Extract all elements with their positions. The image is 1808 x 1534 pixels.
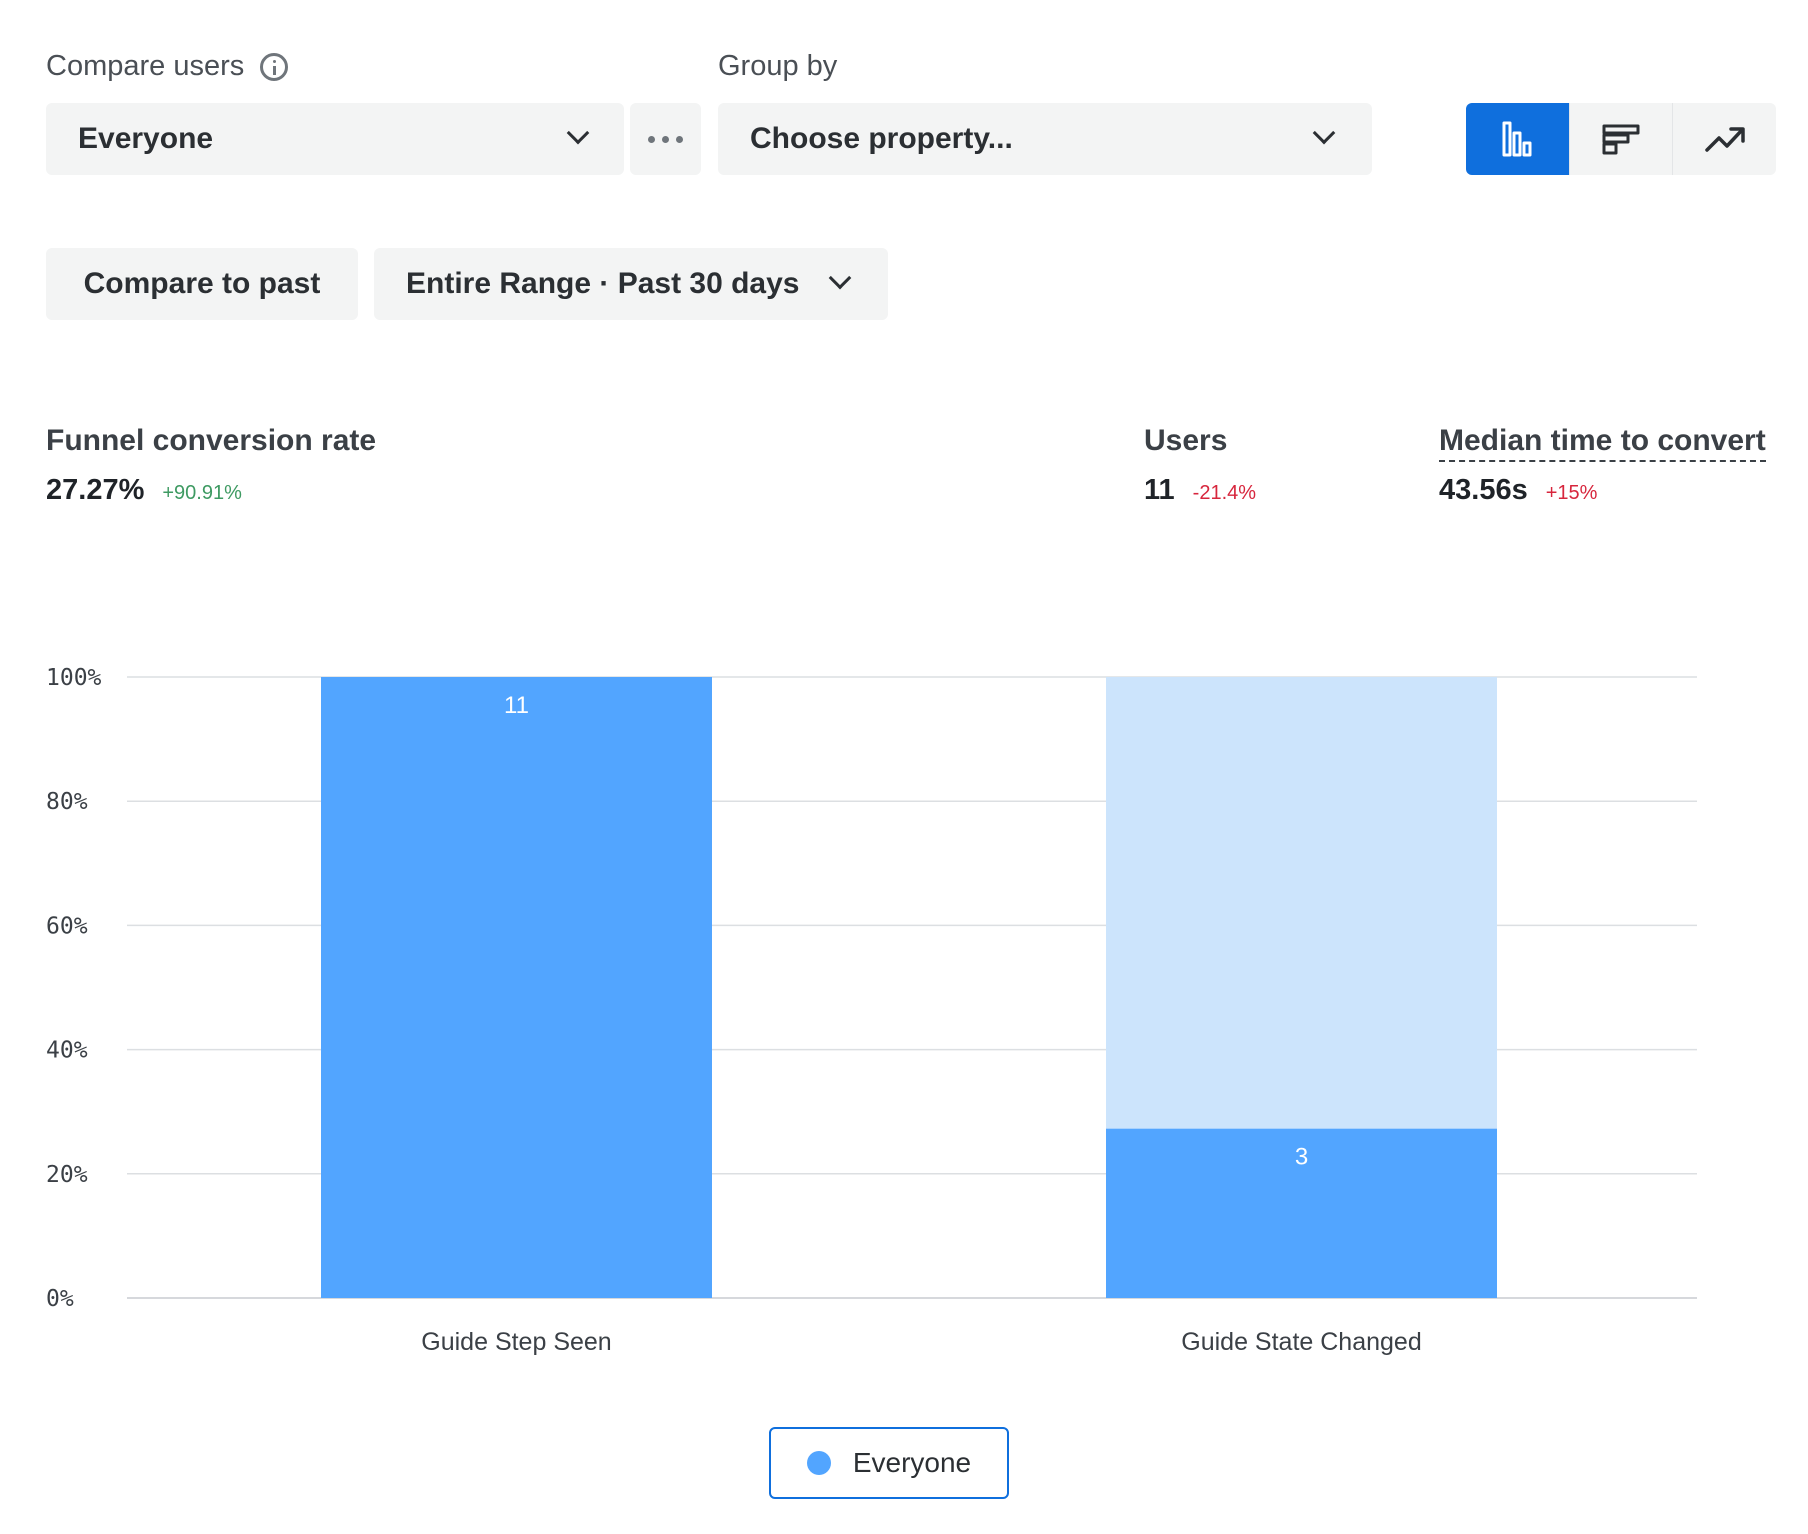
trend-icon [1704, 127, 1745, 152]
compare-users-label: Compare users [46, 50, 245, 82]
group-by-select[interactable]: Choose property... [718, 103, 1372, 175]
horizontal-bar-icon [1602, 124, 1640, 155]
chart-view-toggle [1466, 103, 1776, 175]
bar [321, 677, 712, 1298]
y-tick-label: 100% [46, 665, 102, 691]
group-by-value: Choose property... [750, 122, 1013, 155]
conversion-rate-value-row: 27.27% +90.91% [46, 474, 242, 507]
info-icon[interactable] [260, 52, 289, 81]
group-by-label-row: Group by [718, 50, 837, 83]
bar-value-label: 11 [504, 692, 529, 719]
x-tick-label: Guide Step Seen [421, 1328, 611, 1356]
compare-to-past-label: Compare to past [83, 267, 321, 300]
group-by-label: Group by [718, 50, 838, 82]
legend-label: Everyone [852, 1447, 972, 1478]
dot-icon [648, 135, 655, 143]
compare-users-select[interactable]: Everyone [46, 103, 624, 175]
y-tick-label: 60% [46, 913, 88, 939]
legend-everyone[interactable]: Everyone [769, 1427, 1009, 1499]
dot-icon [676, 135, 683, 143]
horizontal-bar-view-button[interactable] [1568, 103, 1673, 175]
y-tick-label: 0% [46, 1286, 74, 1312]
median-time-value: 43.56s [1439, 474, 1528, 506]
median-time-title[interactable]: Median time to convert [1439, 424, 1766, 462]
users-value-row: 11 -21.4% [1144, 474, 1256, 507]
date-range-select[interactable]: Entire Range · Past 30 days [374, 248, 888, 320]
date-range-value: Entire Range · Past 30 days [406, 267, 800, 300]
more-options-button[interactable] [630, 103, 701, 175]
users-delta: -21.4% [1192, 482, 1257, 504]
users-title: Users [1144, 424, 1228, 457]
median-time-value-row: 43.56s +15% [1439, 474, 1597, 507]
x-tick-label: Guide State Changed [1181, 1328, 1421, 1356]
compare-users-label-row: Compare users [46, 50, 289, 83]
users-value: 11 [1144, 474, 1175, 506]
y-tick-label: 40% [46, 1038, 88, 1064]
dot-icon [662, 135, 669, 143]
bar-value-label: 3 [1295, 1144, 1308, 1171]
bar [1106, 1128, 1497, 1298]
trend-view-button[interactable] [1672, 103, 1776, 175]
compare-to-past-button[interactable]: Compare to past [46, 248, 358, 320]
dropoff-bar [1106, 677, 1497, 1129]
y-tick-label: 80% [46, 789, 88, 815]
conversion-rate-delta: +90.91% [162, 482, 242, 504]
bar-chart-view-button[interactable] [1466, 103, 1569, 175]
funnel-bar-chart: 0% 20% 40% 60% 80% 100% 11 Guide Step Seen 3 Guid… [46, 665, 1697, 1356]
conversion-rate-value: 27.27% [46, 474, 145, 506]
legend-swatch [806, 1451, 831, 1475]
y-tick-label: 20% [46, 1162, 88, 1188]
median-time-delta: +15% [1545, 482, 1598, 504]
bar-chart-icon [1502, 121, 1532, 157]
compare-users-value: Everyone [78, 122, 214, 155]
conversion-rate-title: Funnel conversion rate [46, 424, 377, 457]
